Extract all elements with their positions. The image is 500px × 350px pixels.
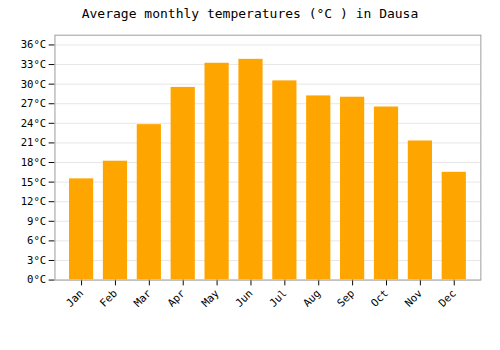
svg-text:18°C: 18°C (21, 156, 47, 169)
svg-text:9°C: 9°C (27, 215, 46, 228)
svg-text:27°C: 27°C (21, 97, 47, 110)
svg-text:Mar: Mar (131, 287, 154, 310)
svg-text:Apr: Apr (165, 287, 188, 310)
svg-text:Feb: Feb (97, 287, 120, 310)
svg-text:Jan: Jan (63, 287, 86, 310)
svg-text:3°C: 3°C (27, 254, 46, 267)
svg-text:6°C: 6°C (27, 234, 46, 247)
svg-text:Jul: Jul (267, 287, 290, 310)
svg-text:15°C: 15°C (21, 176, 47, 189)
svg-text:May: May (199, 287, 222, 310)
svg-text:12°C: 12°C (21, 195, 47, 208)
svg-text:Dec: Dec (436, 287, 459, 310)
svg-text:Sep: Sep (334, 287, 357, 310)
svg-text:24°C: 24°C (21, 117, 47, 130)
svg-text:Nov: Nov (402, 287, 425, 310)
svg-text:Jun: Jun (233, 287, 256, 310)
svg-text:Aug: Aug (300, 287, 323, 310)
svg-text:0°C: 0°C (27, 273, 46, 286)
html-text:Average monthly temperatures (: Average monthly temperatures (°C ) in Da… (81, 6, 419, 21)
svg-text:Oct: Oct (368, 287, 391, 310)
svg-text:30°C: 30°C (21, 78, 47, 91)
svg-text:21°C: 21°C (21, 136, 47, 149)
svg-text:33°C: 33°C (21, 58, 47, 71)
svg-text:36°C: 36°C (21, 38, 47, 51)
